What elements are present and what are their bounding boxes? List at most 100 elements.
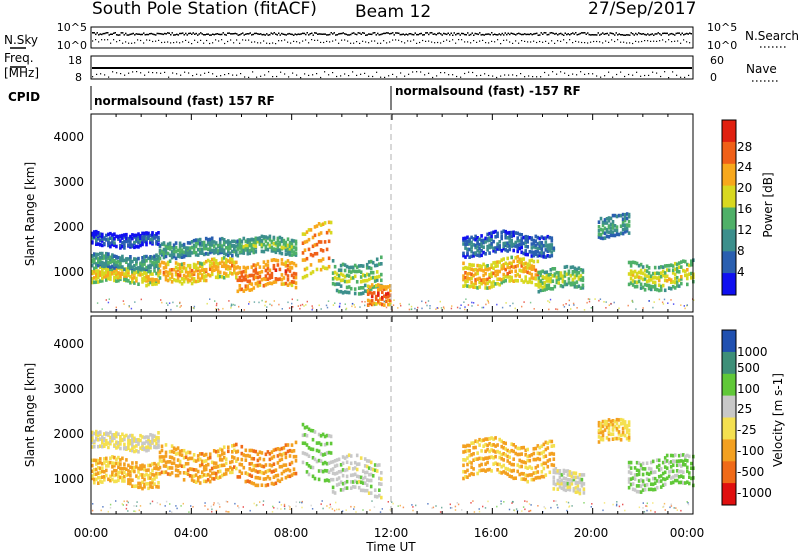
heatmap-cell [621, 227, 625, 232]
heatmap-speckle [463, 301, 465, 303]
heatmap-cell [607, 423, 611, 427]
heatmap-cell [545, 273, 549, 277]
nave-point [392, 73, 394, 75]
heatmap-cell [206, 456, 210, 461]
heatmap-cell [462, 444, 465, 448]
nave-point [656, 72, 658, 74]
heatmap-cell [258, 456, 262, 461]
heatmap-cell [192, 270, 196, 275]
heatmap-cell [359, 488, 363, 493]
heatmap-cell [141, 486, 144, 491]
heatmap-cell [145, 435, 148, 439]
heatmap-cell [361, 279, 365, 283]
heatmap-cell [506, 448, 510, 453]
heatmap-cell [359, 480, 363, 485]
heatmap-cell [107, 232, 110, 237]
heatmap-cell [541, 275, 545, 279]
heatmap-cell [194, 459, 198, 463]
heatmap-cell [472, 445, 475, 450]
heatmap-cell [498, 260, 502, 264]
heatmap-cell [155, 257, 158, 261]
heatmap-speckle [160, 299, 162, 301]
nave-point [448, 74, 450, 76]
nsky-point [123, 34, 125, 36]
heatmap-cell [534, 252, 538, 256]
heatmap-cell [210, 265, 214, 269]
nave-point [260, 75, 262, 77]
heatmap-cell [149, 443, 152, 447]
heatmap-cell [119, 239, 122, 243]
heatmap-speckle [566, 509, 568, 512]
heatmap-cell [240, 471, 244, 475]
heatmap-cell [657, 458, 661, 463]
nsearch-point [650, 40, 652, 42]
heatmap-cell [673, 478, 677, 483]
heatmap-cell [478, 280, 481, 285]
heatmap-cell [99, 432, 102, 436]
heatmap-speckle [359, 306, 361, 308]
heatmap-cell [317, 441, 321, 445]
heatmap-cell [107, 240, 110, 244]
heatmap-cell [119, 277, 122, 282]
heatmap-speckle [669, 506, 671, 509]
heatmap-cell [641, 265, 645, 269]
heatmap-cell [371, 474, 375, 478]
heatmap-cell [97, 242, 100, 246]
heatmap-speckle [301, 303, 304, 306]
nsky-point [375, 34, 377, 36]
heatmap-cell [470, 267, 473, 271]
heatmap-cell [506, 256, 510, 261]
heatmap-cell [671, 480, 675, 485]
heatmap-cell [361, 286, 365, 290]
nave-point [644, 74, 646, 77]
heatmap-cell [284, 243, 288, 248]
heatmap-cell [305, 462, 309, 466]
nave-point [336, 75, 338, 78]
heatmap-cell [567, 281, 571, 285]
heatmap-cell [615, 214, 619, 219]
heatmap-cell [101, 270, 104, 274]
heatmap-cell [143, 278, 146, 283]
nsky-point [650, 33, 652, 36]
heatmap-cell [524, 265, 528, 270]
heatmap-cell [472, 285, 475, 289]
heatmap-cell [109, 430, 112, 435]
heatmap-cell [508, 236, 512, 241]
heatmap-cell [184, 270, 188, 274]
heatmap-cell [111, 259, 114, 264]
heatmap-cell [216, 476, 220, 480]
heatmap-cell [686, 480, 689, 484]
heatmap-cell [101, 276, 104, 281]
heatmap-cell [222, 238, 226, 242]
heatmap-cell [125, 267, 128, 271]
heatmap-cell [554, 470, 558, 475]
heatmap-cell [661, 283, 665, 288]
heatmap-cell [325, 433, 329, 438]
heatmap-cell [252, 449, 256, 453]
heatmap-speckle [615, 504, 618, 507]
heatmap-cell [276, 478, 280, 483]
heatmap-speckle [136, 501, 138, 503]
heatmap-cell [534, 273, 538, 277]
heatmap-cell [518, 452, 522, 457]
heatmap-cell [145, 254, 148, 259]
heatmap-cell [141, 463, 144, 468]
heatmap-cell [582, 491, 586, 495]
heatmap-speckle [662, 505, 665, 508]
heatmap-cell [151, 462, 154, 466]
heatmap-cell [488, 243, 491, 248]
heatmap-cell [115, 244, 118, 249]
nsky-point [135, 33, 137, 35]
heatmap-cell [512, 468, 516, 473]
heatmap-speckle [435, 505, 437, 507]
heatmap-cell [246, 479, 250, 483]
heatmap-cell [190, 240, 194, 244]
heatmap-cell [141, 241, 144, 245]
heatmap-cell [339, 268, 343, 272]
heatmap-speckle [273, 300, 275, 302]
nsky-point [360, 33, 362, 35]
heatmap-cell [117, 260, 120, 264]
heatmap-cell [282, 451, 286, 456]
heatmap-cell [107, 273, 110, 277]
heatmap-cell [141, 473, 144, 477]
